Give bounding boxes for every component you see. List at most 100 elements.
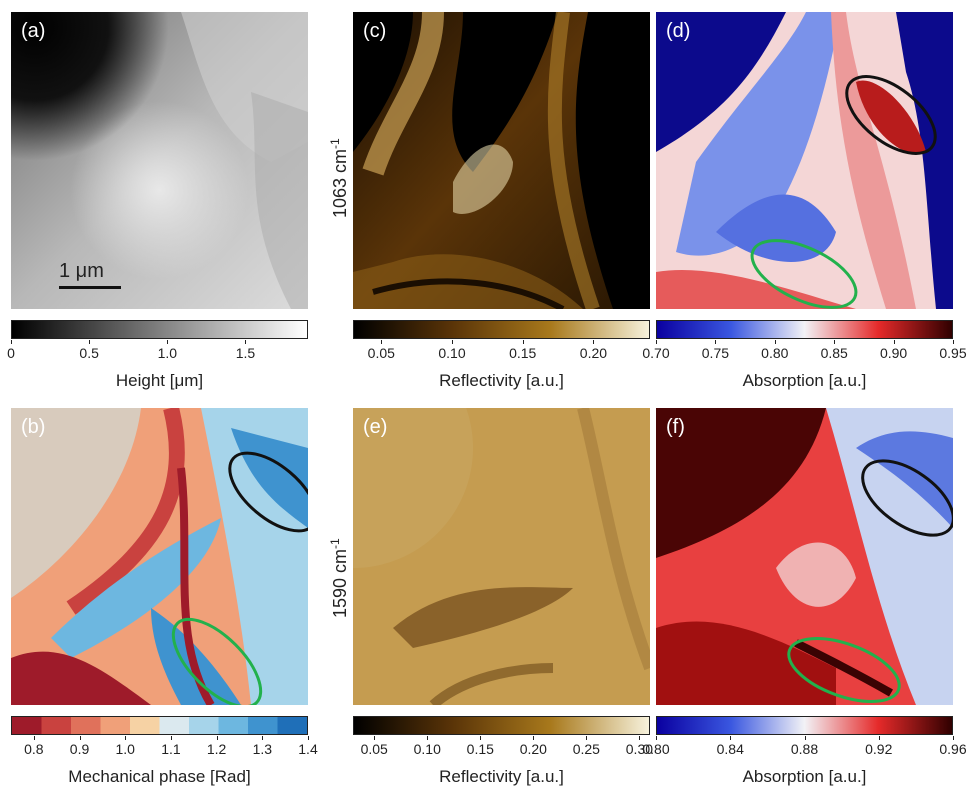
colorbar-tick-mark [804, 736, 806, 740]
colorbar-tick-mark [774, 340, 776, 344]
panel-label-b: (b) [21, 416, 46, 438]
colorbar-tick-mark [33, 736, 35, 740]
colorbar-tick-label: 0.05 [367, 345, 395, 361]
colorbar-e-title: Reflectivity [a.u.] [439, 767, 564, 786]
panel-b-mechanical-phase: (b) [11, 408, 308, 705]
colorbar-tick-label: 1.0 [115, 741, 135, 757]
phase-map-image [11, 408, 308, 705]
green-ellipse-marker [171, 617, 263, 705]
colorbar-tick-label: 0.88 [790, 741, 819, 757]
row-label-1590-text: 1590 cm [330, 548, 350, 618]
colorbar-tick-mark [262, 736, 264, 740]
black-ellipse-marker [845, 75, 937, 155]
row-label-1063: 1063 cm-1 [328, 138, 351, 218]
colorbar-tick-mark [167, 340, 169, 344]
colorbar-tick-mark [639, 736, 641, 740]
colorbar-tick-label: 0.10 [413, 741, 441, 757]
colorbar-tick-label: 0.15 [466, 741, 494, 757]
colorbar-a-title: Height [μm] [115, 371, 204, 390]
reflectivity-map-image [353, 12, 650, 309]
absorption-map-image [656, 12, 953, 309]
colorbar-a-ticks: 0 0.5 1.0 1.5 [7, 340, 308, 365]
colorbar-c-title: Reflectivity [a.u.] [439, 371, 564, 390]
colorbar-tick-label: 0.80 [642, 741, 670, 757]
colorbar-tick-mark [953, 340, 954, 344]
colorbar-f [656, 716, 953, 735]
green-ellipse-marker [750, 239, 858, 309]
colorbar-tick-mark [522, 340, 524, 344]
colorbar-tick-mark [381, 340, 383, 344]
reflectivity-map-image [353, 408, 650, 705]
panel-label-e: (e) [363, 416, 388, 438]
colorbar-b-title: Mechanical phase [Rad] [68, 767, 251, 786]
colorbar-tick-label: 0.80 [761, 345, 789, 361]
colorbar-tick-mark [452, 340, 453, 344]
colorbar-f-title: Absorption [a.u.] [742, 767, 867, 786]
row-label-1063-sup: -1 [328, 138, 342, 149]
colorbar-tick-label: 0.8 [24, 741, 44, 757]
height-map-image [11, 12, 308, 309]
colorbar-e-ticks: 0.05 0.10 0.15 0.20 0.25 0.30 [353, 736, 654, 761]
colorbar-tick-mark [170, 736, 172, 740]
colorbar-tick-mark [216, 736, 218, 740]
colorbar-tick-label: 0.10 [438, 345, 466, 361]
colorbar-tick-mark [893, 340, 895, 344]
colorbar-tick-label: 0.90 [879, 345, 908, 361]
colorbar-tick-label: 1.4 [298, 741, 318, 757]
colorbar-tick-mark [480, 736, 482, 740]
colorbar-tick-mark [11, 340, 12, 344]
colorbar-d [656, 320, 953, 339]
colorbar-d-title: Absorption [a.u.] [742, 371, 867, 390]
colorbar-tick-label: 0.25 [572, 741, 600, 757]
absorption-map-image [656, 408, 953, 705]
colorbar-f-ticks: 0.80 0.84 0.88 0.92 0.96 [642, 736, 967, 761]
colorbar-tick-label: 0.20 [579, 345, 608, 361]
colorbar-d-ticks: 0.70 0.75 0.80 0.85 0.90 0.95 [642, 340, 967, 365]
colorbar-tick-mark [656, 340, 657, 344]
colorbar-tick-label: 1.1 [161, 741, 181, 757]
colorbar-tick-mark [715, 340, 717, 344]
colorbar-tick-mark [834, 340, 836, 344]
panel-f-absorption-1590: (f) [656, 408, 953, 705]
panel-label-d: (d) [666, 20, 691, 42]
colorbar-tick-label: 0.30 [625, 741, 654, 757]
colorbar-tick-mark [953, 736, 954, 740]
colorbar-tick-mark [89, 340, 91, 344]
colorbar-a [11, 320, 308, 339]
panel-label-f: (f) [666, 416, 685, 438]
panel-d-absorption-1063: (d) [656, 12, 953, 309]
colorbar-tick-label: 1.3 [252, 741, 273, 757]
panel-c-reflectivity-1063: (c) [353, 12, 650, 309]
scale-bar-label: 1 μm [59, 260, 104, 282]
colorbar-b [11, 716, 308, 735]
scale-bar [59, 286, 121, 289]
row-label-1063-text: 1063 cm [330, 148, 350, 218]
colorbar-tick-label: 0.5 [79, 345, 99, 361]
row-label-1590-sup: -1 [328, 538, 342, 549]
colorbar-tick-label: 0.85 [820, 345, 848, 361]
colorbar-tick-mark [586, 736, 588, 740]
black-ellipse-marker [861, 459, 953, 537]
colorbar-tick-mark [730, 736, 732, 740]
colorbar-b-ticks: 0.8 0.9 1.0 1.1 1.2 1.3 1.4 [11, 736, 318, 761]
panel-e-reflectivity-1590: (e) [353, 408, 650, 705]
colorbar-tick-mark [308, 736, 309, 740]
panel-a-height-map: (a) 1 μm [11, 12, 308, 309]
colorbar-tick-mark [878, 736, 880, 740]
panel-label-a: (a) [21, 20, 46, 42]
colorbar-tick-label: 0.95 [939, 345, 967, 361]
colorbar-tick-label: 0.05 [360, 741, 388, 757]
colorbar-e [353, 716, 650, 735]
colorbar-tick-mark [656, 736, 657, 740]
colorbar-c [353, 320, 650, 339]
colorbar-tick-label: 0.96 [939, 741, 967, 757]
colorbar-tick-label: 0.9 [69, 741, 90, 757]
colorbar-tick-label: 0 [7, 345, 15, 361]
black-ellipse-marker [228, 451, 308, 533]
colorbar-tick-label: 0.20 [519, 741, 547, 757]
colorbar-tick-mark [533, 736, 535, 740]
colorbar-tick-label: 0.84 [716, 741, 744, 757]
colorbar-tick-label: 1.5 [235, 345, 256, 361]
colorbar-tick-label: 0.75 [701, 345, 730, 361]
colorbar-tick-label: 0.92 [865, 741, 893, 757]
